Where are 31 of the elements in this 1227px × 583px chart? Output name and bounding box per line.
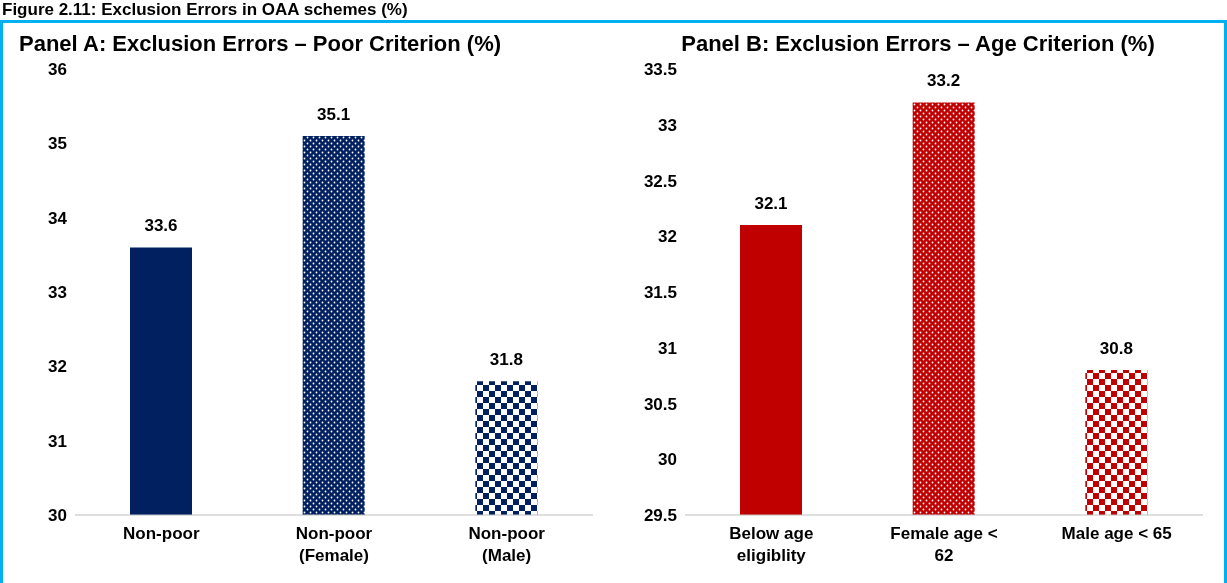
data-label: 33.2 — [927, 71, 961, 91]
y-tick-label: 34 — [48, 208, 68, 228]
data-label: 31.8 — [489, 350, 523, 370]
y-tick-label: 31.5 — [643, 283, 677, 303]
x-tick-label: Female age < 62 — [890, 524, 998, 565]
data-label: 30.8 — [1099, 339, 1133, 359]
x-tick-label: Non-poor — [123, 524, 200, 543]
data-label: 33.6 — [144, 216, 178, 236]
x-tick-label: Non-poor (Female) — [295, 524, 373, 565]
y-tick-label: 32 — [658, 227, 677, 247]
y-tick-label: 35 — [48, 134, 67, 154]
y-tick-label: 31 — [658, 338, 677, 358]
y-tick-label: 30 — [48, 506, 67, 526]
x-tick-label: Non-poor (Male) — [468, 524, 546, 565]
y-tick-label: 31 — [48, 431, 67, 451]
data-label: 35.1 — [317, 104, 351, 124]
y-tick-label: 32.5 — [643, 171, 677, 191]
y-tick-label: 32 — [48, 357, 67, 377]
caption: Figure 2.11: Exclusion Errors in OAA schemes (%) — [1, 0, 409, 20]
y-tick-label: 29.5 — [643, 506, 677, 526]
y-tick-label: 30.5 — [643, 394, 677, 414]
y-tick-label: 36 — [48, 60, 67, 80]
y-tick-label: 33 — [658, 115, 677, 135]
data-label: 32.1 — [754, 194, 788, 214]
x-tick-label: Below age eligiblity — [729, 524, 814, 565]
chart-title: Panel B: Exclusion Errors – Age Criterion (%) — [680, 30, 1156, 58]
x-tick-label: Male age < 65 — [1061, 524, 1172, 543]
y-tick-label: 33 — [48, 283, 67, 303]
chart-title: Panel A: Exclusion Errors – Poor Criterion (%) — [18, 30, 503, 58]
y-tick-label: 33.5 — [643, 60, 677, 80]
y-tick-label: 30 — [658, 450, 677, 470]
